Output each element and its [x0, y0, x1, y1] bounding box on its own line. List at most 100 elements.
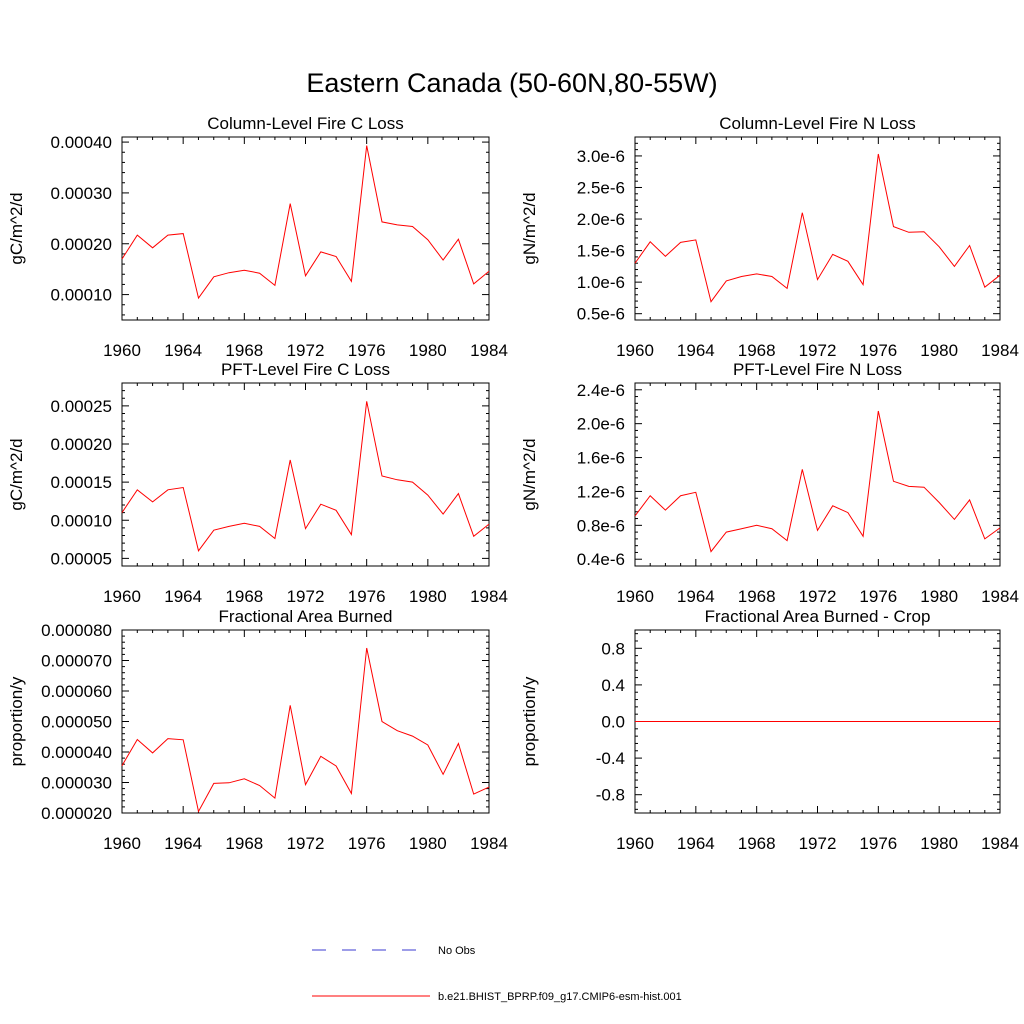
- y-axis-label: gC/m^2/d: [7, 438, 26, 510]
- y-tick-label: 0.00040: [51, 133, 112, 152]
- x-tick-label: 1960: [616, 587, 654, 606]
- x-tick-label: 1972: [799, 587, 837, 606]
- y-tick-label: 2.0e-6: [577, 210, 625, 229]
- y-tick-label: 1.0e-6: [577, 273, 625, 292]
- panel-title: PFT-Level Fire N Loss: [733, 360, 902, 379]
- panel-title: Column-Level Fire N Loss: [719, 114, 916, 133]
- series-line-1: [121, 647, 490, 813]
- plot-frame: [121, 136, 490, 321]
- x-tick-label: 1960: [103, 834, 141, 853]
- x-tick-label: 1968: [738, 587, 776, 606]
- y-tick-label: 0.00010: [51, 511, 112, 530]
- plot-frame: [634, 382, 1001, 567]
- panel-title: PFT-Level Fire C Loss: [221, 360, 390, 379]
- y-tick-label: 2.0e-6: [577, 415, 625, 434]
- x-tick-label: 1980: [920, 834, 958, 853]
- y-axis-label: gN/m^2/d: [520, 192, 539, 264]
- x-tick-label: 1964: [164, 834, 202, 853]
- x-tick-label: 1964: [677, 341, 715, 360]
- panel-1: Column-Level Fire C Loss gC/m^2/d 1960 1964…: [7, 114, 508, 360]
- x-tick-label: 1964: [164, 341, 202, 360]
- x-tick-label: 1984: [981, 587, 1019, 606]
- y-tick-label: -0.8: [596, 786, 625, 805]
- x-tick-label: 1980: [920, 587, 958, 606]
- panel-title: Fractional Area Burned - Crop: [705, 607, 931, 626]
- legend-label-model: b.e21.BHIST_BPRP.f09_g17.CMIP6-esm-hist.…: [438, 991, 682, 1003]
- y-tick-label: 1.5e-6: [577, 242, 625, 261]
- y-axis-label: gN/m^2/d: [520, 438, 539, 510]
- x-tick-label: 1984: [981, 341, 1019, 360]
- y-tick-label: 0.00015: [51, 473, 112, 492]
- y-tick-label: 0.000060: [41, 682, 112, 701]
- x-tick-label: 1972: [799, 341, 837, 360]
- panels: Column-Level Fire C Loss gC/m^2/d 1960 1964…: [7, 114, 1019, 853]
- x-tick-label: 1960: [616, 834, 654, 853]
- x-tick-label: 1964: [677, 587, 715, 606]
- x-tick-label: 1964: [164, 587, 202, 606]
- series-line-1: [121, 145, 490, 300]
- x-tick-label: 1984: [981, 834, 1019, 853]
- x-tick-label: 1980: [409, 587, 447, 606]
- x-tick-label: 1980: [409, 341, 447, 360]
- y-tick-label: 2.4e-6: [577, 381, 625, 400]
- y-axis-label: proportion/y: [7, 676, 26, 766]
- x-tick-label: 1968: [738, 834, 776, 853]
- y-tick-label: 0.00010: [51, 286, 112, 305]
- x-tick-label: 1960: [616, 341, 654, 360]
- x-tick-label: 1976: [859, 341, 897, 360]
- x-tick-label: 1960: [103, 341, 141, 360]
- y-axis-label: proportion/y: [520, 676, 539, 766]
- series-line-1: [634, 410, 1001, 553]
- x-tick-label: 1964: [677, 834, 715, 853]
- y-axis-label: gC/m^2/d: [7, 192, 26, 264]
- y-tick-label: 0.00030: [51, 184, 112, 203]
- y-tick-label: 0.8e-6: [577, 516, 625, 535]
- y-tick-label: 0.4: [601, 676, 625, 695]
- x-tick-label: 1968: [225, 834, 263, 853]
- y-tick-label: 0.00025: [51, 397, 112, 416]
- panel-3: PFT-Level Fire C Loss gC/m^2/d 1960 1964 196…: [7, 360, 508, 606]
- x-tick-label: 1984: [470, 587, 508, 606]
- x-tick-label: 1968: [738, 341, 776, 360]
- x-tick-label: 1976: [859, 834, 897, 853]
- figure-title: Eastern Canada (50-60N,80-55W): [306, 68, 717, 98]
- plot-frame: [121, 382, 490, 567]
- x-tick-label: 1972: [287, 834, 325, 853]
- y-tick-label: 1.6e-6: [577, 449, 625, 468]
- x-tick-label: 1984: [470, 834, 508, 853]
- panel-title: Fractional Area Burned: [219, 607, 393, 626]
- y-tick-label: 0.000080: [41, 621, 112, 640]
- x-tick-label: 1960: [103, 587, 141, 606]
- y-tick-label: 0.000030: [41, 774, 112, 793]
- x-tick-label: 1980: [409, 834, 447, 853]
- y-tick-label: 0.4e-6: [577, 550, 625, 569]
- plot-frame: [634, 136, 1001, 321]
- series-line-1: [634, 153, 1001, 303]
- y-tick-label: 0.00020: [51, 235, 112, 254]
- y-tick-label: 3.0e-6: [577, 147, 625, 166]
- y-tick-label: 2.5e-6: [577, 178, 625, 197]
- legend: No Obs b.e21.BHIST_BPRP.f09_g17.CMIP6-es…: [312, 945, 682, 1003]
- x-tick-label: 1976: [348, 834, 386, 853]
- y-tick-label: 0.8: [601, 639, 625, 658]
- panel-6: Fractional Area Burned - Crop proportion/…: [520, 607, 1019, 853]
- x-tick-label: 1976: [348, 587, 386, 606]
- x-tick-label: 1976: [348, 341, 386, 360]
- y-tick-label: 0.000070: [41, 652, 112, 671]
- panel-2: Column-Level Fire N Loss gN/m^2/d 1960 1964…: [520, 114, 1019, 360]
- series-line-1: [121, 401, 490, 552]
- y-tick-label: 0.0: [601, 713, 625, 732]
- x-tick-label: 1972: [287, 341, 325, 360]
- x-tick-label: 1980: [920, 341, 958, 360]
- x-tick-label: 1976: [859, 587, 897, 606]
- panel-title: Column-Level Fire C Loss: [207, 114, 404, 133]
- y-tick-label: 0.000020: [41, 804, 112, 823]
- x-tick-label: 1972: [287, 587, 325, 606]
- x-tick-label: 1968: [225, 587, 263, 606]
- panel-4: PFT-Level Fire N Loss gN/m^2/d 1960 1964 196…: [520, 360, 1019, 606]
- y-tick-label: 0.00005: [51, 549, 112, 568]
- y-tick-label: 1.2e-6: [577, 482, 625, 501]
- x-tick-label: 1984: [470, 341, 508, 360]
- y-tick-label: 0.5e-6: [577, 305, 625, 324]
